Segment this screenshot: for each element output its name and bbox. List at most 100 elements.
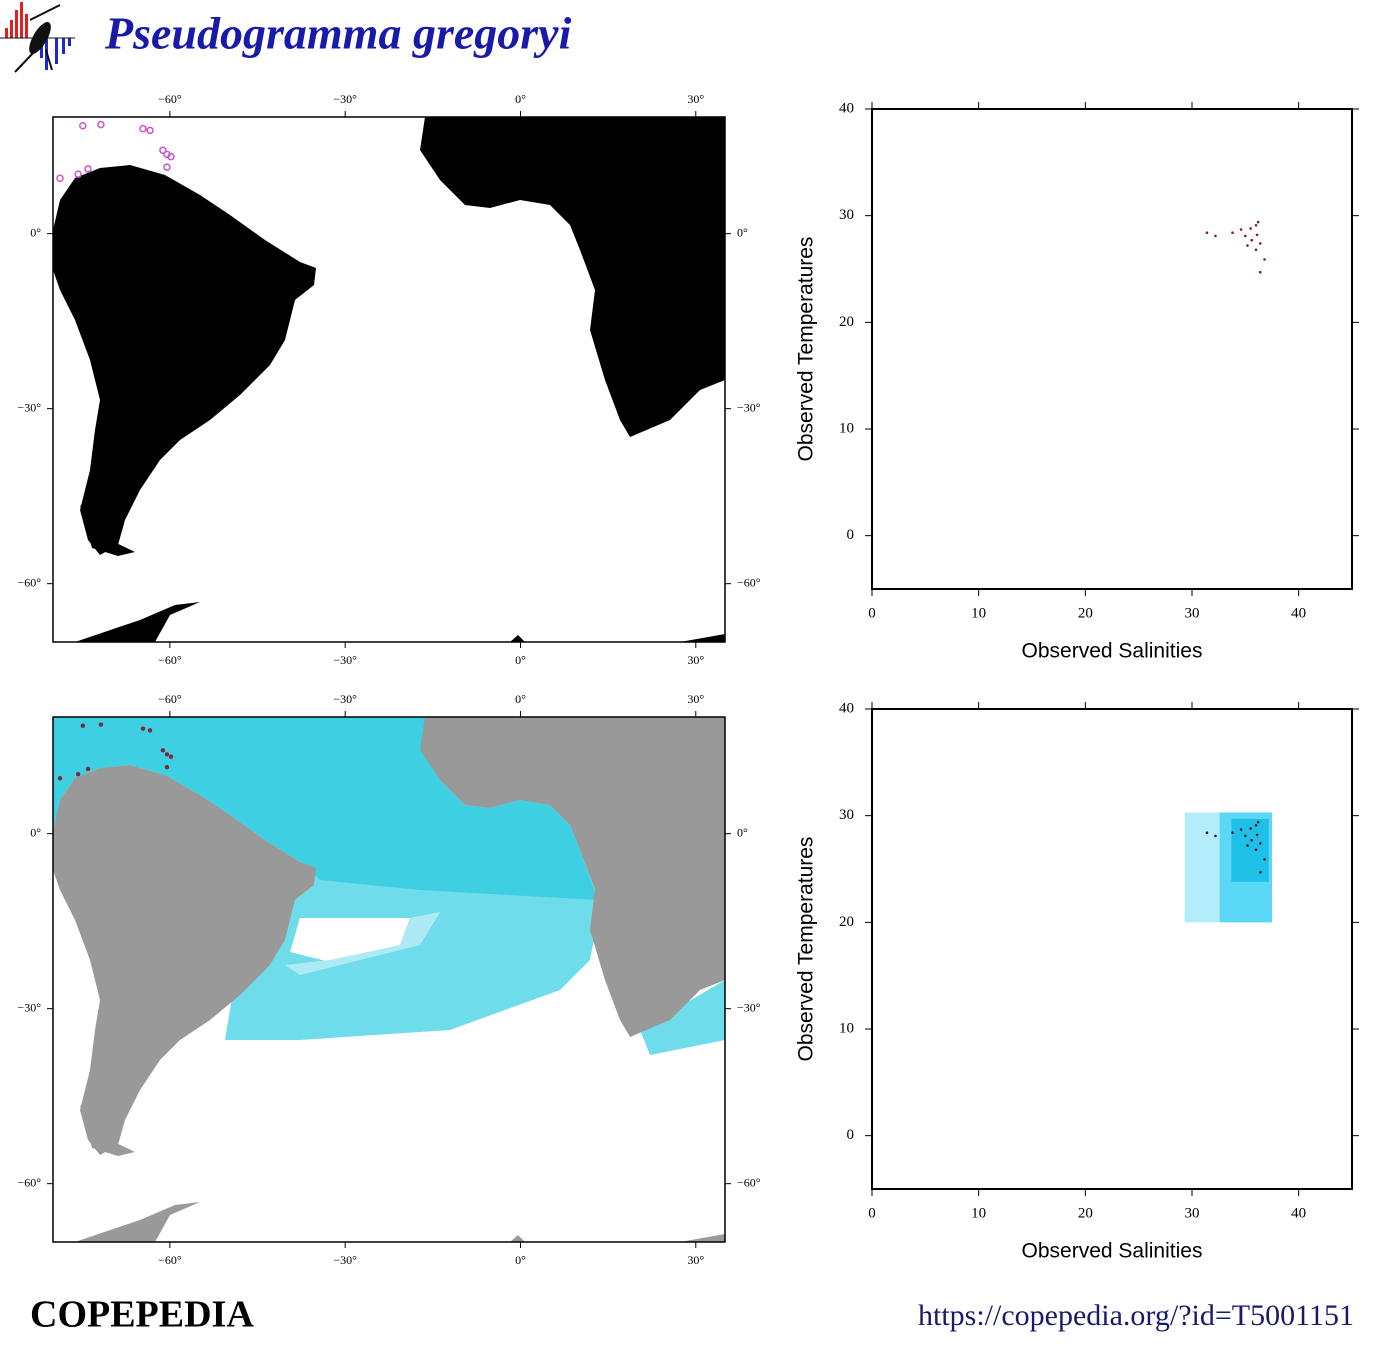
x-tick-label: 0°	[515, 692, 526, 706]
occurrence-point	[160, 748, 166, 753]
habitat-layer	[53, 717, 725, 1242]
logo	[0, 2, 75, 73]
y-tick-label: 30	[839, 207, 854, 223]
x-tick-label: 0°	[515, 653, 526, 667]
x-tick-label: 30°	[687, 692, 704, 706]
point	[1258, 270, 1262, 274]
y-tick-label: 40	[839, 700, 854, 716]
x-tick-label: −30°	[333, 653, 357, 667]
x-tick-label: −60°	[158, 1253, 182, 1267]
x-tick-label: 0°	[515, 92, 526, 106]
occurrence-point	[163, 163, 171, 171]
x-tick-label: 30°	[687, 1253, 704, 1267]
y-tick-label: −30°	[17, 1000, 41, 1014]
point	[1255, 233, 1259, 237]
x-tick-label: 10	[971, 605, 986, 621]
point	[1246, 244, 1249, 247]
y-tick-label: −30°	[17, 400, 41, 414]
occurrence-point	[75, 771, 81, 777]
point	[1254, 248, 1258, 252]
y-tick-label: 20	[839, 314, 854, 330]
occurrence-point	[98, 722, 104, 727]
y-tick-label: 0°	[737, 825, 748, 839]
point	[1256, 220, 1260, 224]
y-tick-label: 20	[839, 914, 854, 930]
point	[1231, 831, 1234, 835]
x-tick-label: 30°	[687, 653, 704, 667]
y-tick-label: 0°	[30, 825, 41, 839]
occurrence-point	[164, 764, 170, 770]
point	[1263, 858, 1266, 861]
y-tick-label: 0°	[30, 225, 41, 239]
footer-url[interactable]: https://copepedia.org/?id=T5001151	[918, 1299, 1354, 1332]
occurrence-point	[168, 754, 174, 759]
point	[1254, 223, 1258, 227]
x-tick-label: −30°	[333, 692, 357, 706]
x-tick-label: −60°	[158, 92, 182, 106]
point	[1255, 833, 1259, 837]
plot-frame	[871, 108, 1353, 590]
occurrence-point	[164, 752, 170, 757]
occurrence-point	[167, 152, 175, 161]
map-frame	[52, 716, 726, 1243]
x-tick-label: 40	[1291, 605, 1306, 621]
occurrence-point	[159, 146, 167, 154]
y-tick-label: 40	[839, 100, 854, 116]
point	[1263, 258, 1266, 261]
point	[1250, 238, 1254, 242]
y-tick-label: −30°	[737, 1000, 761, 1014]
point	[1239, 228, 1243, 231]
occurrence-point	[57, 776, 63, 781]
point	[1205, 831, 1209, 835]
point	[1254, 848, 1258, 852]
point	[1256, 820, 1260, 824]
x-tick-label: 30	[1185, 605, 1200, 621]
y-tick-label: 0°	[737, 225, 748, 239]
point	[1254, 823, 1258, 827]
footer-brand: COPEPEDIA	[30, 1294, 254, 1336]
x-axis-label: Observed Salinities	[1022, 1240, 1203, 1263]
x-tick-label: 0	[868, 605, 876, 621]
y-tick-label: −60°	[17, 1175, 41, 1189]
y-tick-label: −30°	[737, 400, 761, 414]
y-tick-label: −60°	[737, 575, 761, 589]
point	[1231, 231, 1234, 235]
point	[1258, 242, 1262, 245]
occurrence-point	[85, 766, 91, 772]
y-tick-label: 10	[839, 1020, 854, 1036]
x-tick-label: 20	[1078, 605, 1093, 621]
point	[1244, 834, 1247, 838]
point	[1205, 231, 1209, 235]
x-tick-label: −30°	[333, 1253, 357, 1267]
y-tick-label: 0	[847, 1127, 855, 1143]
occurrence-point	[146, 126, 154, 135]
x-tick-label: 40	[1291, 1205, 1306, 1221]
point	[1214, 234, 1217, 238]
point	[1239, 828, 1243, 831]
x-tick-label: 0	[868, 1205, 876, 1221]
occurrence-point	[140, 726, 146, 731]
x-tick-label: −60°	[158, 653, 182, 667]
occurrence-point	[80, 723, 86, 728]
x-tick-label: −30°	[333, 92, 357, 106]
x-tick-label: 30	[1185, 1205, 1200, 1221]
x-tick-label: −60°	[158, 692, 182, 706]
point	[1249, 227, 1252, 230]
point	[1244, 234, 1247, 238]
plot-frame	[871, 708, 1353, 1190]
occurrence-point	[74, 170, 82, 178]
occurrence-point	[84, 165, 92, 173]
y-axis-label: Observed Temperatures	[795, 837, 818, 1062]
occurrence-point	[97, 120, 105, 129]
x-tick-label: 10	[971, 1205, 986, 1221]
occurrence-point	[139, 124, 147, 133]
y-tick-label: −60°	[17, 575, 41, 589]
x-tick-label: 30°	[687, 92, 704, 106]
x-tick-label: 20	[1078, 1205, 1093, 1221]
y-tick-label: 10	[839, 420, 854, 436]
occurrence-point	[79, 122, 87, 130]
point	[1246, 844, 1249, 847]
point	[1250, 838, 1254, 842]
occurrence-point	[147, 728, 153, 733]
